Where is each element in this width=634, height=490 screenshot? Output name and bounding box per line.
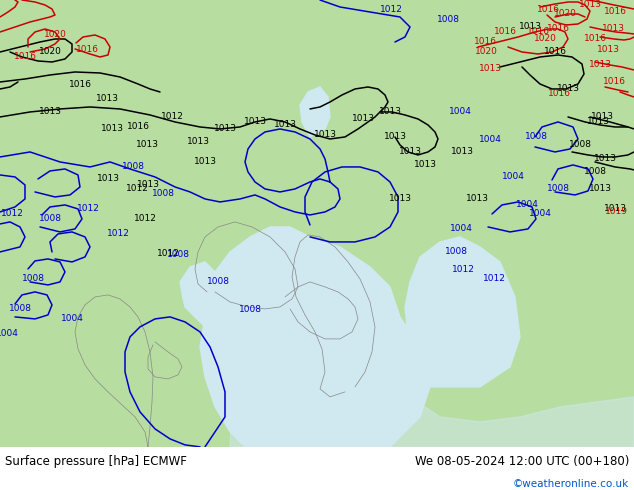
Text: 1016: 1016 [583,34,607,44]
Text: 1004: 1004 [529,209,552,219]
Polygon shape [300,87,330,137]
Text: 1008: 1008 [524,132,548,142]
Text: 1016: 1016 [526,27,550,36]
Text: 1016: 1016 [604,7,626,17]
Text: 1013: 1013 [519,23,541,31]
Text: 1013: 1013 [588,60,612,70]
Text: 1012: 1012 [160,113,183,122]
Text: We 08-05-2024 12:00 UTC (00+180): We 08-05-2024 12:00 UTC (00+180) [415,456,629,468]
Text: 1013: 1013 [384,132,406,142]
Text: 1004: 1004 [0,329,18,339]
Text: 1013: 1013 [588,184,612,194]
Text: 1020: 1020 [44,30,67,40]
Text: 1013: 1013 [399,147,422,156]
Text: 1004: 1004 [479,135,501,145]
Text: 1013: 1013 [389,195,411,203]
Text: 1008: 1008 [39,215,61,223]
Text: 1008: 1008 [167,250,190,259]
Text: 1013: 1013 [465,195,489,203]
Text: 1013: 1013 [193,157,216,167]
Text: 1008: 1008 [444,247,467,256]
Text: 1008: 1008 [238,305,261,315]
Text: 1020: 1020 [534,34,557,44]
Text: 1016: 1016 [602,77,626,86]
Polygon shape [245,267,315,307]
Text: 1012: 1012 [77,204,100,214]
Text: 1012: 1012 [482,274,505,283]
Polygon shape [200,227,430,447]
Text: 1013: 1013 [593,154,616,164]
Text: 1013: 1013 [479,65,501,74]
Text: 1012: 1012 [126,184,148,194]
Text: 1004: 1004 [61,315,84,323]
Polygon shape [405,237,520,387]
Text: 1013: 1013 [313,130,337,140]
Text: 1013: 1013 [413,160,436,170]
Text: 1013: 1013 [101,124,124,133]
Text: 1008: 1008 [583,168,607,176]
Text: 1013: 1013 [39,107,61,117]
Text: 1020: 1020 [475,48,498,56]
Text: 1012: 1012 [380,5,403,15]
Text: 1004: 1004 [501,172,524,181]
Text: 1012: 1012 [451,266,474,274]
Text: 1013: 1013 [604,204,626,214]
Text: 1008: 1008 [547,184,569,194]
Text: 1013: 1013 [578,0,602,9]
Polygon shape [180,262,220,327]
Text: 1013: 1013 [214,124,236,133]
Text: 1020: 1020 [553,9,576,19]
Text: 1012: 1012 [134,215,157,223]
Text: 1013: 1013 [273,121,297,129]
Text: 1008: 1008 [22,274,44,283]
Text: 1016: 1016 [548,90,571,98]
Text: 1020: 1020 [39,48,61,56]
Text: 1013: 1013 [243,118,266,126]
Text: 1012: 1012 [1,209,23,219]
Text: 1013: 1013 [186,138,209,147]
Text: 1013: 1013 [451,147,474,156]
Text: 1013: 1013 [590,113,614,122]
Text: 1016: 1016 [547,24,569,33]
Text: 1008: 1008 [207,277,230,287]
Text: 1012: 1012 [157,249,179,258]
Text: 1013: 1013 [586,118,609,126]
Text: 1016: 1016 [127,122,150,131]
Text: 1008: 1008 [8,304,32,314]
Text: 1013: 1013 [136,141,158,149]
Text: 1004: 1004 [450,224,472,233]
Text: 1013: 1013 [136,180,160,190]
Text: Surface pressure [hPa] ECMWF: Surface pressure [hPa] ECMWF [5,456,187,468]
Text: 1016: 1016 [543,48,567,56]
Text: 1008: 1008 [122,163,145,172]
Text: 1019: 1019 [604,207,628,217]
Text: 1016: 1016 [474,38,496,47]
Text: 1008: 1008 [569,141,592,149]
Text: 1016: 1016 [75,46,98,54]
Text: 1016: 1016 [536,5,559,15]
Text: 1004: 1004 [449,107,472,117]
Text: 1012: 1012 [107,229,129,239]
Text: 1013: 1013 [96,174,119,183]
Text: 1016: 1016 [68,80,91,90]
Text: 1008: 1008 [152,190,174,198]
Text: 1013: 1013 [351,115,375,123]
Text: 1013: 1013 [557,84,579,94]
Text: 1013: 1013 [378,107,401,117]
Text: 1016: 1016 [493,27,517,36]
Text: 1004: 1004 [515,200,538,209]
Text: 1013: 1013 [96,95,119,103]
Polygon shape [230,332,634,447]
Text: 1016: 1016 [13,52,37,61]
Text: 1013: 1013 [602,24,624,33]
Text: ©weatheronline.co.uk: ©weatheronline.co.uk [513,479,629,489]
Text: 1008: 1008 [436,16,460,24]
Text: 1013: 1013 [597,46,619,54]
